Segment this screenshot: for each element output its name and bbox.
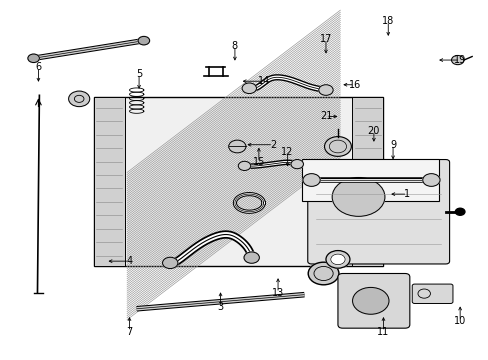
- Circle shape: [28, 54, 40, 63]
- Text: 13: 13: [271, 288, 284, 298]
- Text: 1: 1: [404, 189, 409, 199]
- Circle shape: [352, 287, 388, 314]
- Text: 18: 18: [381, 16, 394, 26]
- Text: 9: 9: [389, 140, 395, 150]
- Text: 21: 21: [319, 112, 331, 121]
- Text: 5: 5: [136, 69, 142, 79]
- Text: 10: 10: [453, 316, 466, 326]
- Text: 14: 14: [257, 76, 269, 86]
- Circle shape: [330, 254, 345, 265]
- Circle shape: [290, 159, 303, 169]
- Text: 19: 19: [453, 55, 466, 65]
- Circle shape: [307, 262, 338, 285]
- Text: 16: 16: [348, 80, 360, 90]
- Bar: [93, 97, 383, 266]
- Circle shape: [331, 177, 384, 216]
- Text: 8: 8: [231, 41, 238, 51]
- Circle shape: [454, 208, 464, 215]
- FancyBboxPatch shape: [411, 284, 452, 303]
- Text: 3: 3: [217, 302, 223, 312]
- Bar: [93, 97, 124, 266]
- Circle shape: [303, 174, 320, 186]
- Circle shape: [324, 136, 351, 156]
- Circle shape: [68, 91, 89, 107]
- Circle shape: [318, 85, 332, 95]
- Circle shape: [244, 252, 259, 263]
- Text: 11: 11: [377, 327, 389, 337]
- Bar: [302, 159, 438, 201]
- Circle shape: [162, 257, 178, 269]
- FancyBboxPatch shape: [307, 159, 448, 264]
- Text: 7: 7: [126, 327, 132, 337]
- Circle shape: [228, 140, 245, 153]
- Circle shape: [138, 36, 149, 45]
- Circle shape: [238, 161, 250, 171]
- Circle shape: [242, 83, 256, 94]
- FancyBboxPatch shape: [337, 274, 409, 328]
- Circle shape: [422, 174, 439, 186]
- Text: 17: 17: [319, 34, 331, 44]
- Text: 12: 12: [281, 147, 293, 157]
- Text: 6: 6: [35, 62, 41, 72]
- Bar: [351, 97, 383, 266]
- Text: 20: 20: [367, 126, 379, 136]
- Circle shape: [325, 251, 349, 268]
- Text: 15: 15: [252, 157, 264, 167]
- Text: 4: 4: [126, 256, 132, 266]
- Text: 2: 2: [269, 140, 276, 150]
- Circle shape: [450, 55, 463, 65]
